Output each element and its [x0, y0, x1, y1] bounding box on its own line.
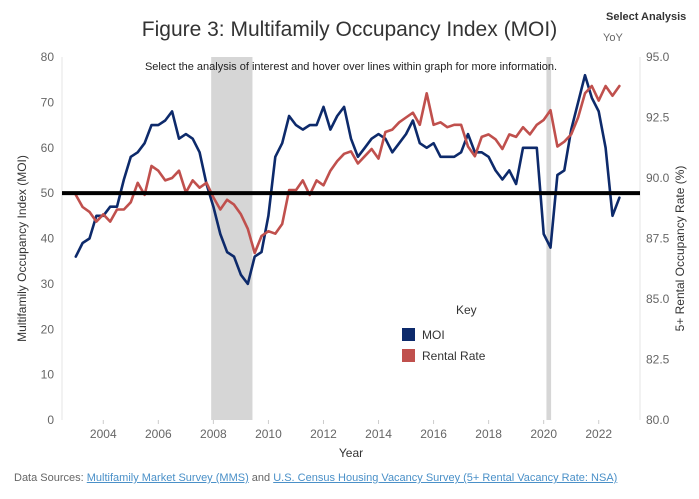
x-tick-label-2006: 2006	[145, 427, 172, 441]
x-tick-label-2012: 2012	[310, 427, 337, 441]
y-tick-label-10: 10	[41, 368, 55, 382]
x-tick-label-2016: 2016	[420, 427, 447, 441]
chart-title: Figure 3: Multifamily Occupancy Index (M…	[141, 18, 558, 41]
recession-band-1	[211, 57, 253, 420]
select-analysis-dropdown[interactable]: YoY	[603, 32, 623, 44]
series-line-moi[interactable]	[74, 73, 621, 286]
x-tick-label-2020: 2020	[530, 427, 557, 441]
x-tick-label-2008: 2008	[200, 427, 227, 441]
y-tick-label-60: 60	[41, 141, 55, 155]
legend-title: Key	[456, 303, 477, 317]
series-line-rental-rate[interactable]	[74, 84, 621, 255]
y-tick-label-80: 80	[41, 50, 55, 64]
data-sources-prefix: Data Sources:	[14, 472, 87, 484]
y2-tick-label-85.0: 85.0	[646, 292, 670, 306]
y-axis-title: Multifamily Occupancy Index (MOI)	[15, 155, 29, 342]
x-tick-label-2010: 2010	[255, 427, 282, 441]
y2-tick-label-82.5: 82.5	[646, 353, 670, 367]
x-axis-title: Year	[339, 446, 363, 460]
census-hvs-link[interactable]: U.S. Census Housing Vacancy Survey (5+ R…	[273, 472, 618, 484]
y2-tick-label-92.5: 92.5	[646, 111, 670, 125]
x-tick-label-2022: 2022	[585, 427, 612, 441]
y2-axis-title: 5+ Rental Occupancy Rate (%)	[673, 166, 687, 332]
plot-background	[62, 57, 640, 420]
y2-tick-label-95.0: 95.0	[646, 50, 670, 64]
y2-tick-label-90.0: 90.0	[646, 171, 670, 185]
x-tick-label-2018: 2018	[475, 427, 502, 441]
instruction-text: Select the analysis of interest and hove…	[145, 61, 557, 73]
data-sources: Data Sources: Multifamily Market Survey …	[14, 472, 617, 484]
y2-tick-label-87.5: 87.5	[646, 232, 670, 246]
y-tick-label-20: 20	[41, 322, 55, 336]
y-tick-label-70: 70	[41, 95, 55, 109]
x-tick-label-2004: 2004	[90, 427, 117, 441]
legend-label-rental-rate: Rental Rate	[422, 349, 486, 363]
mms-link[interactable]: Multifamily Market Survey (MMS)	[86, 472, 249, 484]
y-tick-label-30: 30	[41, 277, 55, 291]
y-tick-label-0: 0	[47, 413, 54, 427]
chart-area[interactable]: 0 10 20 30 40 50 60 70 80 80.0 82.5 85.0 87.5 90.0 92.…	[0, 0, 699, 470]
x-tick-label-2014: 2014	[365, 427, 392, 441]
select-analysis-label: Select Analysis	[606, 11, 687, 23]
y-tick-label-40: 40	[41, 232, 55, 246]
legend-swatch-moi[interactable]	[402, 328, 415, 341]
legend-label-moi: MOI	[422, 328, 445, 342]
y2-tick-label-80.0: 80.0	[646, 413, 670, 427]
y-tick-label-50: 50	[41, 186, 55, 200]
recession-band-2	[546, 57, 552, 420]
legend-swatch-rental-rate[interactable]	[402, 349, 415, 362]
data-sources-joiner: and	[248, 472, 274, 484]
